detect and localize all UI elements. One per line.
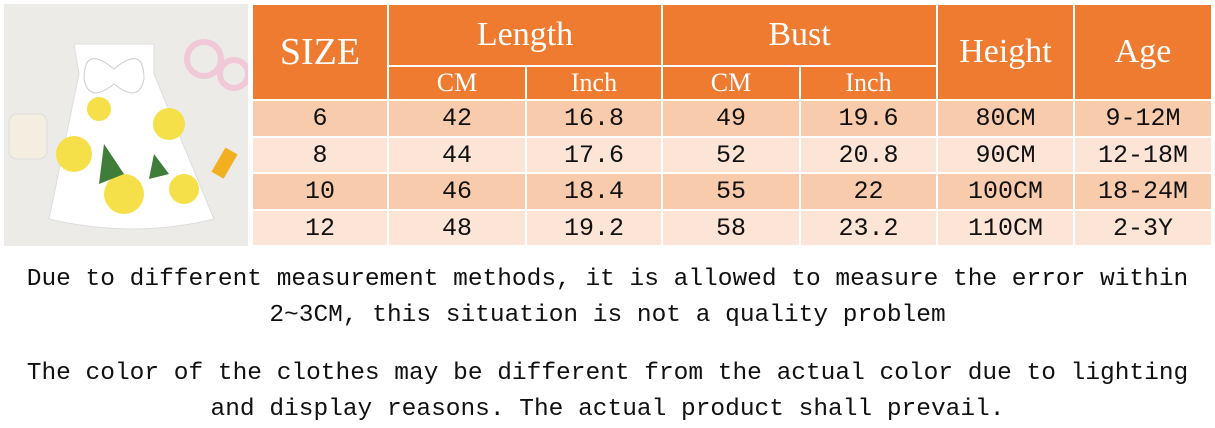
size-header: SIZE: [251, 3, 389, 101]
table-cell: 19.6: [799, 99, 938, 138]
product-photo: [4, 4, 248, 246]
table-cell: 49: [661, 99, 801, 138]
subheader-cell: Inch: [799, 65, 938, 101]
size-table: SIZE Length Bust Height Age CM Inch CM Inch…: [251, 3, 1213, 247]
note: The color of the clothes may be differen…: [26, 360, 1189, 423]
table-cell: 6: [251, 99, 389, 138]
table-cell: 42: [387, 99, 527, 138]
table-cell: 58: [661, 209, 801, 247]
table-cell: 10: [251, 172, 389, 211]
table-cell: 44: [387, 136, 527, 174]
table-cell: 80CM: [936, 99, 1075, 138]
table-cell: 17.6: [525, 136, 663, 174]
table-cell: 20.8: [799, 136, 938, 174]
table-row: 12 48 19.2 58 23.2 110CM 2-3Y: [251, 209, 1213, 247]
table-cell: 12: [251, 209, 389, 247]
table-row: 10 46 18.4 55 22 100CM 18-24M: [251, 172, 1213, 211]
subheader-cell: CM: [661, 65, 801, 101]
table-cell: 110CM: [936, 209, 1075, 247]
height-header: Height: [936, 3, 1075, 101]
table-row: 6 42 16.8 49 19.6 80CM 9-12M: [251, 99, 1213, 138]
length-header: Length: [387, 3, 663, 67]
table-cell: 2-3Y: [1073, 209, 1213, 247]
table-cell: 90CM: [936, 136, 1075, 174]
table-cell: 9-12M: [1073, 99, 1213, 138]
table-cell: 12-18M: [1073, 136, 1213, 174]
table-cell: 19.2: [525, 209, 663, 247]
table-cell: 22: [799, 172, 938, 211]
table-cell: 100CM: [936, 172, 1075, 211]
table-cell: 46: [387, 172, 527, 211]
subheader-cell: CM: [387, 65, 527, 101]
table-cell: 8: [251, 136, 389, 174]
note: Due to different measurement methods, it…: [26, 266, 1189, 329]
table-cell: 48: [387, 209, 527, 247]
table-cell: 18-24M: [1073, 172, 1213, 211]
table-cell: 16.8: [525, 99, 663, 138]
table-cell: 23.2: [799, 209, 938, 247]
table-row: 8 44 17.6 52 20.8 90CM 12-18M: [251, 136, 1213, 174]
table-cell: 55: [661, 172, 801, 211]
table-cell: 18.4: [525, 172, 663, 211]
table-cell: 52: [661, 136, 801, 174]
subheader-cell: Inch: [525, 65, 663, 101]
bust-header: Bust: [661, 3, 938, 67]
age-header: Age: [1073, 3, 1213, 101]
